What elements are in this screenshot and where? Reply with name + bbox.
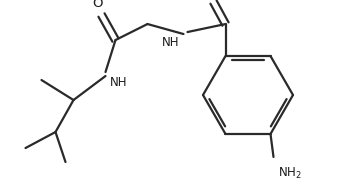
Text: NH: NH xyxy=(162,36,179,49)
Text: O: O xyxy=(92,0,103,10)
Text: NH: NH xyxy=(110,75,127,89)
Text: NH$_2$: NH$_2$ xyxy=(277,166,301,181)
